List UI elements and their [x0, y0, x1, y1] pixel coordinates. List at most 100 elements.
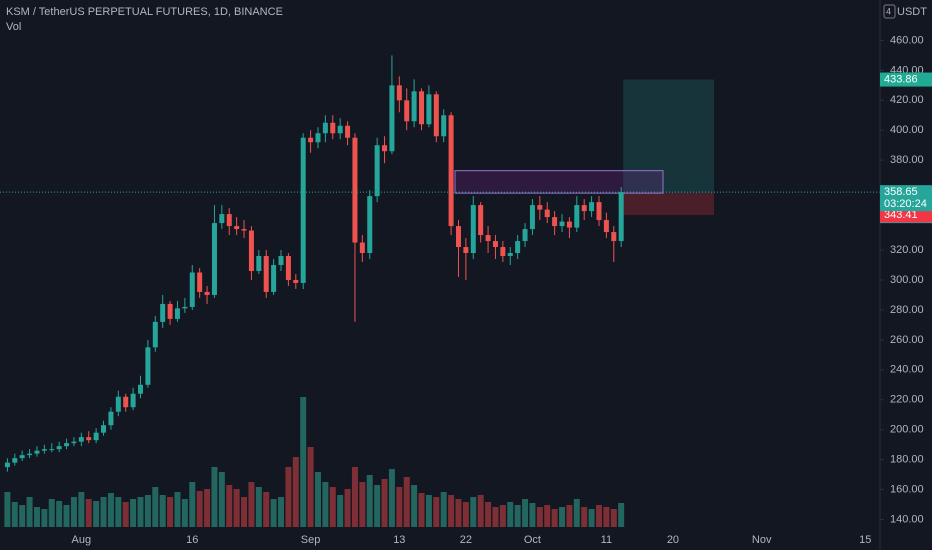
volume-bar — [11, 502, 18, 527]
volume-bar — [337, 495, 344, 527]
range-zone — [454, 170, 664, 194]
candle-body — [389, 85, 395, 152]
candle-body — [108, 411, 114, 426]
volume-bar — [70, 497, 77, 527]
volume-bar — [167, 497, 174, 527]
volume-bar — [329, 487, 336, 527]
candle-body — [226, 214, 232, 227]
volume-bar — [122, 502, 129, 527]
candle-body — [138, 384, 144, 394]
volume-bar — [19, 505, 26, 527]
candle-body — [19, 455, 25, 459]
plot — [0, 55, 880, 527]
volume-bar — [588, 509, 595, 527]
x-tick-label: Nov — [752, 534, 772, 546]
volume-bar — [152, 487, 159, 527]
candle-body — [197, 272, 203, 292]
y-tick-label: 300.00 — [890, 274, 924, 286]
candle-body — [441, 115, 447, 137]
candle-body — [574, 205, 580, 228]
volume-bar — [418, 493, 425, 527]
candle-body — [101, 425, 107, 433]
volume-bar — [485, 502, 492, 527]
volume-bar — [522, 499, 529, 527]
volume-bar — [307, 447, 314, 527]
currency: USDT — [897, 6, 927, 18]
volume-bar — [270, 499, 277, 527]
candle-body — [315, 133, 321, 143]
candle-body — [248, 230, 254, 271]
candle-body — [167, 303, 173, 319]
price-tag — [880, 72, 932, 87]
price-tag — [880, 207, 932, 222]
volume-bar — [403, 477, 410, 527]
volume-bar — [130, 499, 137, 527]
volume-bar — [78, 492, 85, 527]
candle-body — [581, 205, 587, 212]
volume-bar — [581, 507, 588, 527]
candle-body — [529, 205, 535, 230]
x-tick-label: 11 — [601, 534, 612, 546]
candle-body — [352, 137, 358, 243]
volume-bar — [507, 502, 514, 527]
volume-bar — [455, 499, 462, 527]
volume-bar — [595, 505, 602, 527]
x-tick-label: 13 — [393, 534, 405, 546]
candle-body — [123, 396, 129, 408]
y-tick-label: 160.00 — [890, 483, 924, 495]
candle-body — [78, 437, 84, 442]
volume-bar — [48, 499, 55, 527]
candle-body — [130, 393, 136, 408]
volume-bar — [388, 469, 395, 527]
candle-body — [500, 247, 506, 257]
candle-body — [337, 125, 343, 134]
volume-bar — [137, 497, 144, 527]
candle-body — [182, 306, 188, 309]
price-axis — [880, 0, 932, 550]
volume-bar — [492, 507, 499, 527]
volume-bar — [374, 485, 381, 527]
candle-body — [234, 226, 240, 230]
candle-body — [27, 453, 33, 456]
candle-body — [618, 192, 624, 242]
candle-body — [589, 202, 595, 212]
volume-bar — [566, 505, 573, 527]
badge-box — [883, 4, 896, 19]
candle-body — [278, 256, 284, 265]
candle-body — [41, 449, 47, 451]
volume-bar — [233, 489, 240, 527]
candle-body — [49, 449, 55, 451]
candle-body — [285, 256, 291, 280]
x-tick-label: Sep — [301, 534, 321, 546]
countdown: 03:20:24 — [884, 198, 927, 210]
volume-bar — [366, 475, 373, 527]
candle-body — [300, 137, 306, 283]
volume-bar — [544, 505, 551, 527]
candle-body — [611, 232, 617, 242]
candle-body — [470, 205, 476, 254]
y-tick-label: 240.00 — [890, 364, 924, 376]
candle-body — [396, 85, 402, 101]
candle-body — [211, 223, 217, 295]
candle-body — [359, 242, 365, 254]
volume-bar — [33, 507, 40, 527]
x-tick-label: 16 — [186, 534, 198, 546]
candle-body — [189, 272, 195, 307]
volume-bar — [559, 507, 566, 527]
candle-body — [411, 91, 417, 122]
candle-body — [382, 145, 388, 152]
candle-body — [12, 458, 18, 463]
volume-bar — [477, 495, 484, 527]
volume-bar — [411, 485, 418, 527]
candle-body — [293, 279, 299, 283]
volume-bar — [56, 501, 63, 527]
candle-body — [374, 145, 380, 197]
candle-body — [345, 125, 351, 138]
last-price-tag — [880, 185, 932, 212]
x-tick-label: 22 — [460, 534, 472, 546]
volume-bar — [292, 457, 299, 527]
candle-body — [160, 303, 166, 322]
volume-bar — [100, 497, 107, 527]
volume-bar — [351, 467, 358, 527]
